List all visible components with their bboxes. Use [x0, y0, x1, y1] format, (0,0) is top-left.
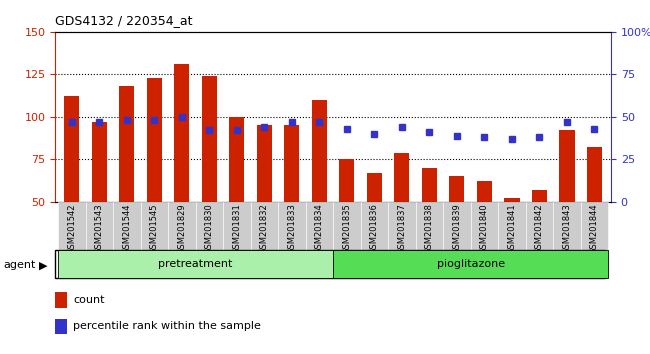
Bar	[367, 173, 382, 202]
Bar	[147, 78, 162, 202]
Bar	[333, 202, 361, 250]
Bar	[113, 202, 140, 250]
Text: GSM201840: GSM201840	[480, 203, 489, 254]
Bar	[229, 117, 244, 202]
Bar	[361, 202, 388, 250]
Bar	[140, 202, 168, 250]
Bar	[92, 122, 107, 202]
Bar	[86, 202, 113, 250]
Text: GSM201834: GSM201834	[315, 203, 324, 254]
Text: GSM201545: GSM201545	[150, 203, 159, 254]
Bar	[202, 76, 217, 202]
Text: GSM201839: GSM201839	[452, 203, 462, 254]
Bar	[339, 159, 354, 202]
Bar	[58, 250, 333, 278]
Text: GSM201842: GSM201842	[535, 203, 544, 254]
Text: percentile rank within the sample: percentile rank within the sample	[73, 321, 261, 331]
Bar	[553, 202, 580, 250]
Bar	[174, 64, 189, 202]
Bar	[471, 202, 498, 250]
Bar	[498, 202, 526, 250]
Bar	[58, 202, 86, 250]
Text: agent: agent	[3, 261, 36, 270]
Text: GSM201544: GSM201544	[122, 203, 131, 254]
Text: GSM201844: GSM201844	[590, 203, 599, 254]
Text: pioglitazone: pioglitazone	[437, 259, 505, 269]
Bar	[196, 202, 223, 250]
Bar	[312, 100, 327, 202]
Text: GSM201543: GSM201543	[95, 203, 104, 254]
Bar	[55, 292, 68, 308]
Text: ▶: ▶	[39, 261, 47, 270]
Bar	[168, 202, 196, 250]
Bar	[388, 202, 415, 250]
Bar	[64, 96, 79, 202]
Bar	[449, 176, 465, 202]
Text: GSM201838: GSM201838	[425, 203, 434, 254]
Text: pretreatment: pretreatment	[159, 259, 233, 269]
Bar	[257, 125, 272, 202]
Text: GSM201843: GSM201843	[562, 203, 571, 254]
Bar	[395, 153, 410, 202]
Text: GSM201841: GSM201841	[508, 203, 517, 254]
Bar	[415, 202, 443, 250]
Bar	[443, 202, 471, 250]
Bar	[119, 86, 135, 202]
Bar	[587, 147, 602, 202]
Text: GSM201837: GSM201837	[397, 203, 406, 254]
Bar	[526, 202, 553, 250]
Bar	[504, 198, 519, 202]
Bar	[55, 319, 68, 334]
Text: GSM201830: GSM201830	[205, 203, 214, 254]
Text: count: count	[73, 295, 105, 305]
Text: GSM201832: GSM201832	[260, 203, 269, 254]
Text: GSM201829: GSM201829	[177, 203, 187, 254]
Text: GSM201835: GSM201835	[343, 203, 352, 254]
Bar	[223, 202, 251, 250]
Text: GSM201836: GSM201836	[370, 203, 379, 254]
Text: GSM201833: GSM201833	[287, 203, 296, 254]
Bar	[278, 202, 306, 250]
Bar	[422, 168, 437, 202]
Bar	[580, 202, 608, 250]
Text: GDS4132 / 220354_at: GDS4132 / 220354_at	[55, 14, 193, 27]
Text: GSM201542: GSM201542	[67, 203, 76, 254]
Bar	[306, 202, 333, 250]
Bar	[532, 190, 547, 202]
Bar	[560, 130, 575, 202]
Bar	[333, 250, 608, 278]
Bar	[284, 125, 300, 202]
Text: GSM201831: GSM201831	[232, 203, 241, 254]
Bar	[477, 181, 492, 202]
Bar	[251, 202, 278, 250]
